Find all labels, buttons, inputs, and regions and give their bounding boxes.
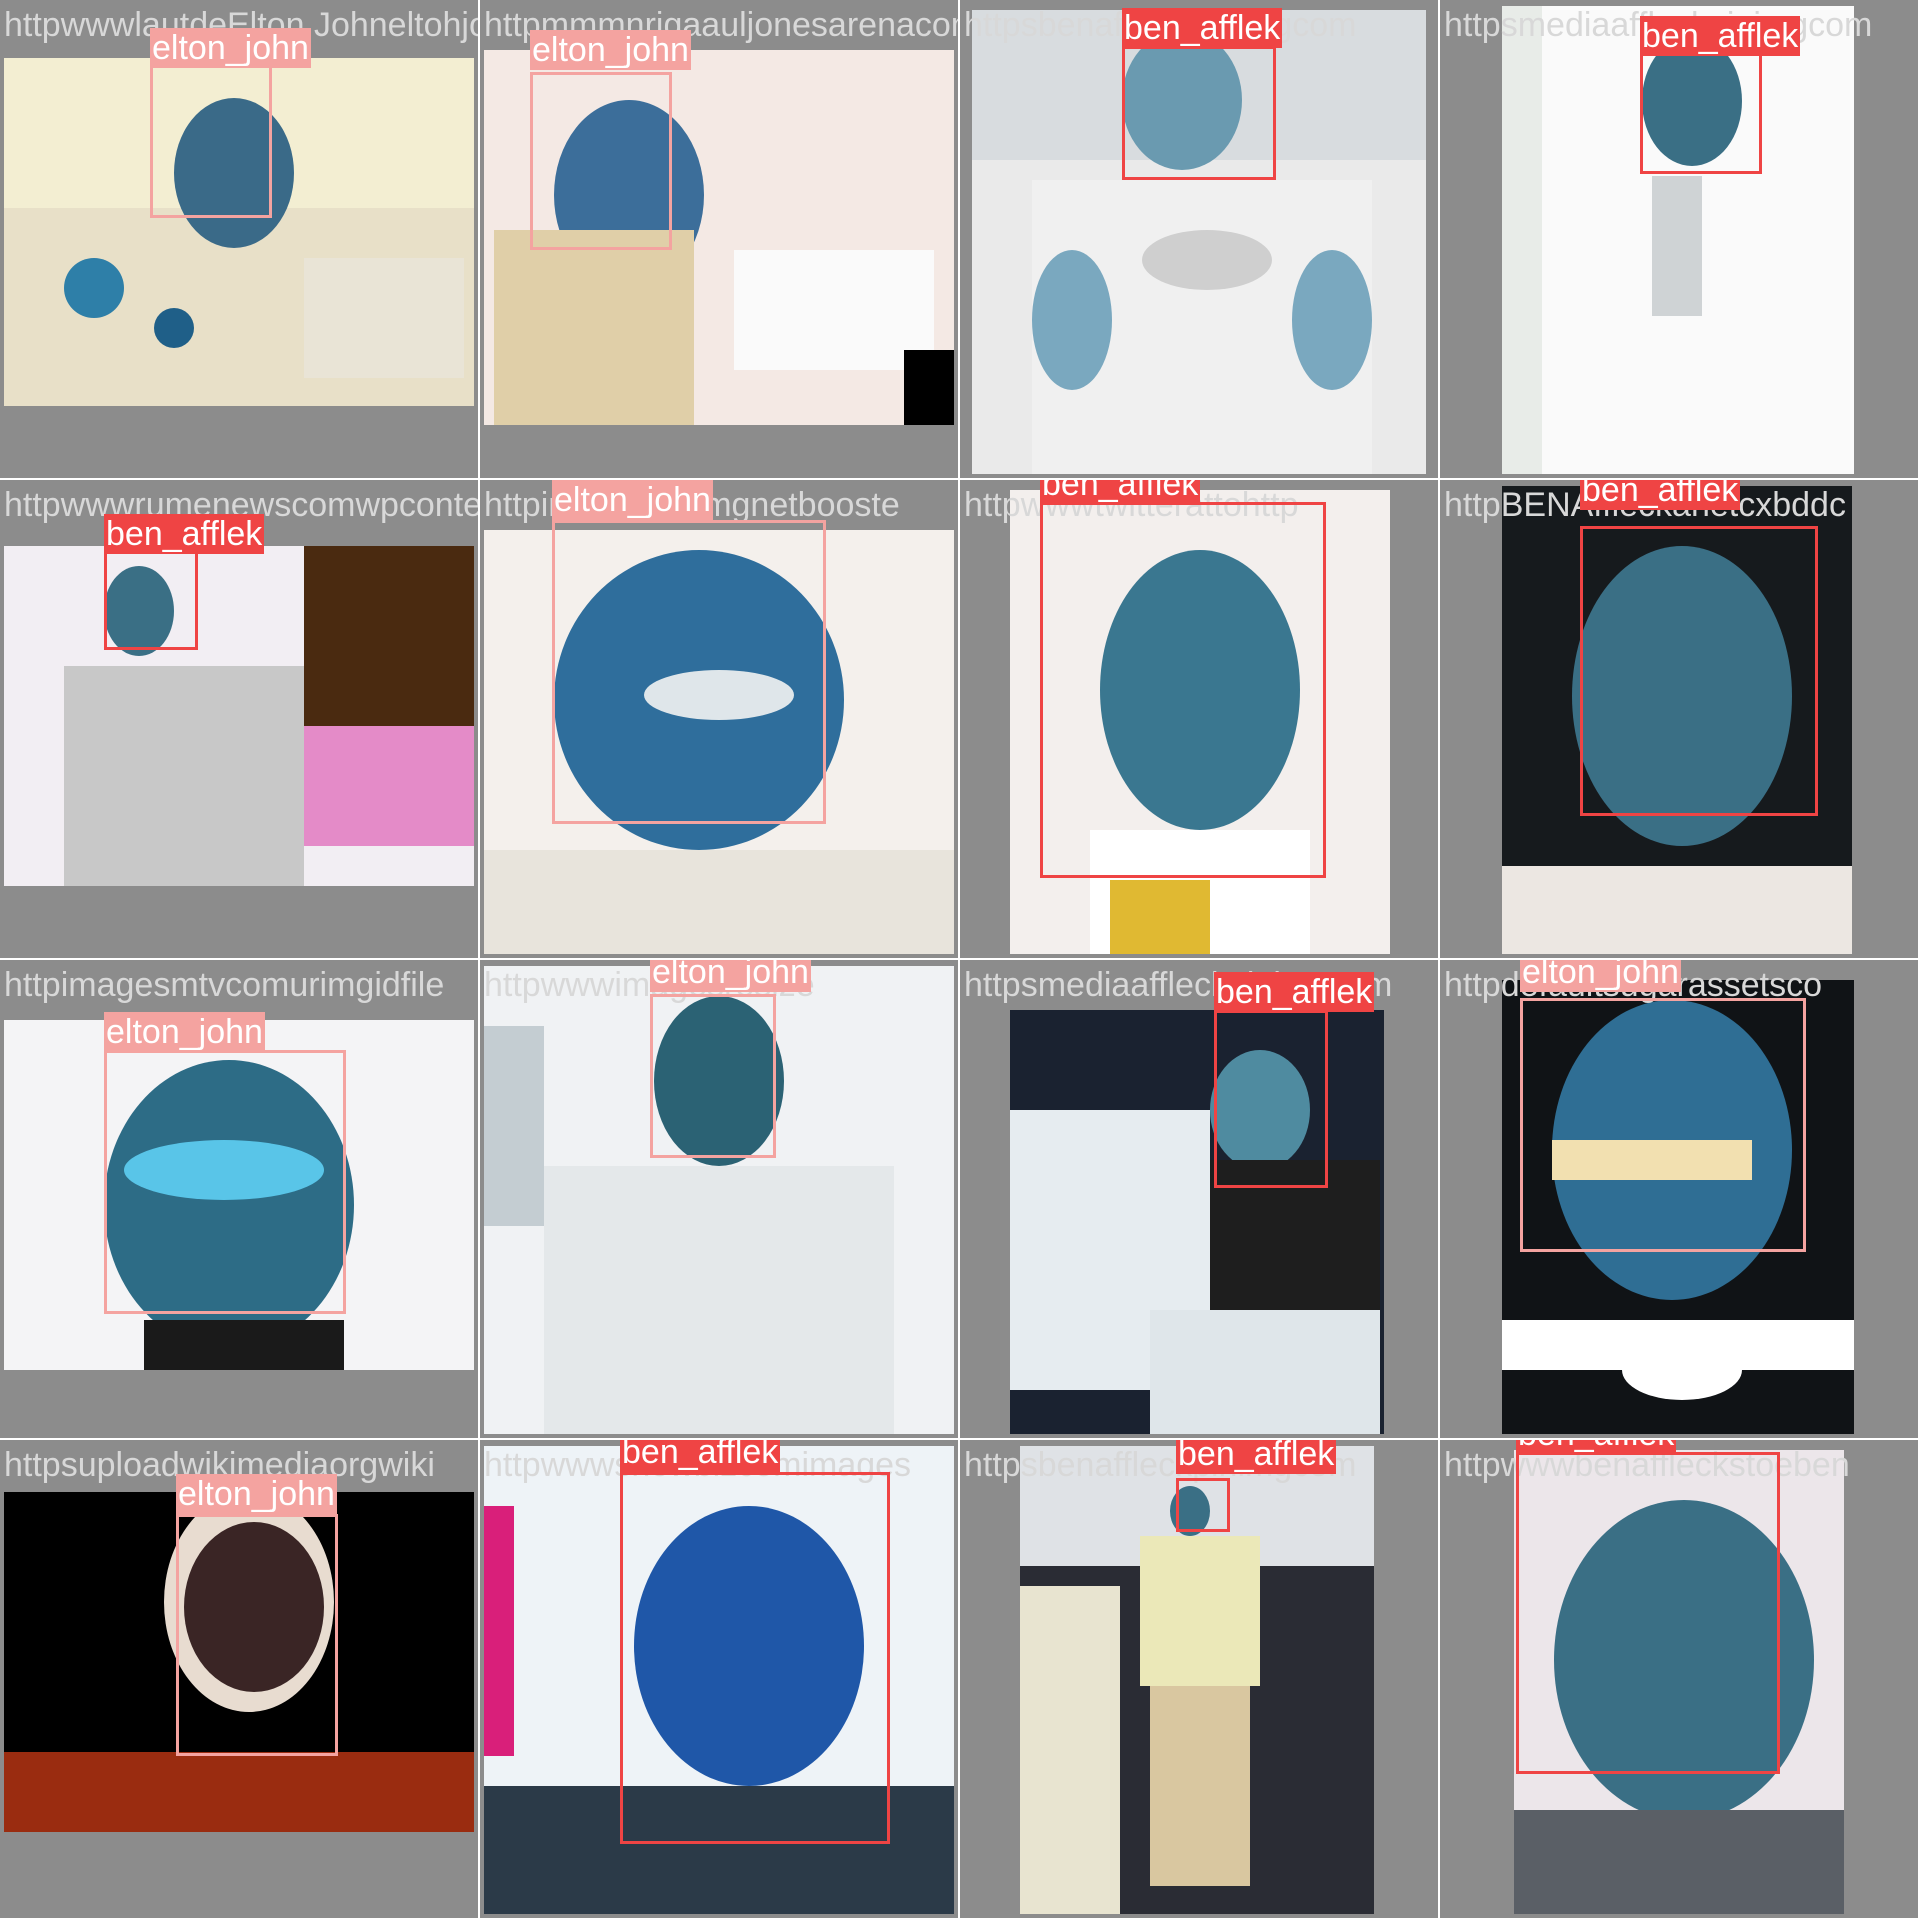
tile-photo: [484, 530, 954, 954]
mosaic-tile: httpsbenaffleckpinimgcom ben_afflek: [960, 0, 1438, 478]
bounding-box: [552, 520, 826, 824]
tile-photo: [1020, 1446, 1374, 1914]
tile-photo: [4, 546, 474, 886]
tile-photo: [1010, 1010, 1384, 1434]
tile-photo: [4, 1492, 474, 1832]
tile-photo: [484, 966, 954, 1434]
bounding-box-label: ben_afflek: [1214, 972, 1375, 1012]
bounding-box: [150, 60, 272, 218]
mosaic-tile: httpwwwrumenewscomwpcontent ben_afflek: [0, 480, 478, 958]
tile-photo: [484, 50, 954, 425]
bounding-box-label: ben_afflek: [1580, 480, 1741, 510]
mosaic-tile: httpmmmnrigaauljonesarenacomsevent elton…: [480, 0, 958, 478]
mosaic-tile: httpwwwimagesresize elton_john: [480, 960, 958, 1438]
bounding-box: [176, 1514, 338, 1756]
mosaic-tile: httpsuploadwikimediaorgwiki elton_john: [0, 1440, 478, 1918]
mosaic-tile: httpsmediaaffleckpinimgcom ben_afflek: [960, 960, 1438, 1438]
bounding-box: [620, 1472, 890, 1844]
mosaic-tile: httpsbenaffleckpinimgcom ben_afflek: [960, 1440, 1438, 1918]
bounding-box-label: ben_afflek: [1640, 16, 1801, 56]
bounding-box: [1580, 526, 1818, 816]
bounding-box-label: ben_afflek: [620, 1440, 781, 1472]
bounding-box: [1176, 1478, 1230, 1532]
image-filename: httpimagesmtvcomurimgidfile: [4, 966, 445, 1004]
bounding-box: [104, 550, 198, 650]
bounding-box: [104, 1050, 346, 1314]
bounding-box: [650, 994, 776, 1158]
bounding-box: [1640, 52, 1762, 174]
bounding-box-label: elton_john: [530, 30, 691, 70]
tile-photo: [1502, 486, 1852, 954]
mosaic-tile: httpwwwlautdeElton JohneltohjohnnrngMjp …: [0, 0, 478, 478]
bounding-box-label: ben_afflek: [104, 514, 265, 554]
tile-photo: [4, 58, 474, 406]
bounding-box-label: ben_afflek: [1176, 1440, 1337, 1474]
bounding-box-label: ben_afflek: [1040, 480, 1201, 504]
bounding-box-label: elton_john: [552, 480, 713, 520]
bounding-box: [1214, 1010, 1328, 1188]
mosaic-tile: httpimagesmvimgnetbooste elton_john: [480, 480, 958, 958]
bounding-box-label: elton_john: [1520, 960, 1681, 992]
bounding-box: [1122, 46, 1276, 180]
bounding-box: [1516, 1452, 1780, 1774]
bounding-box: [530, 72, 672, 250]
tile-photo: [484, 1446, 954, 1914]
bounding-box-label: elton_john: [104, 1012, 265, 1052]
tile-photo: [1502, 6, 1854, 474]
bounding-box-label: elton_john: [650, 960, 811, 992]
mosaic-tile: httpimagesmtvcomurimgidfile elton_john: [0, 960, 478, 1438]
tile-photo: [1514, 1450, 1844, 1914]
bounding-box-label: elton_john: [150, 28, 311, 68]
bounding-box-label: ben_afflek: [1122, 8, 1283, 48]
mosaic-tile: httpwwwtwitterattohttp ben_afflek: [960, 480, 1438, 958]
mosaic-tile: httpsmediaaffleckpinimgcom ben_afflek: [1440, 0, 1918, 478]
bounding-box: [1520, 998, 1806, 1252]
tile-photo: [972, 10, 1426, 474]
mosaic-tile: httpwwwshowbizcomimages ben_afflek: [480, 1440, 958, 1918]
bounding-box-label: elton_john: [176, 1474, 337, 1514]
mosaic-tile: httpwwwbenaffleckstoeben ben_afflek: [1440, 1440, 1918, 1918]
bounding-box: [1040, 502, 1326, 878]
bounding-box-label: ben_afflek: [1516, 1440, 1677, 1454]
mosaic-tile: httpdefaultsugarassetsco elton_john: [1440, 960, 1918, 1438]
mosaic-tile: httpBENAffleckanetcxbddc ben_afflek: [1440, 480, 1918, 958]
tile-photo: [1502, 980, 1854, 1434]
